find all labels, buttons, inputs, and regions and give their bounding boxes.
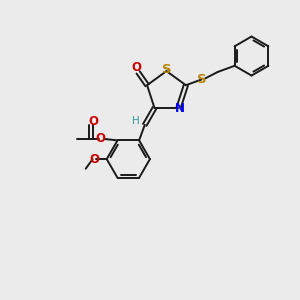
Text: S: S: [162, 63, 171, 76]
Text: H: H: [133, 116, 140, 126]
Text: O: O: [95, 132, 105, 146]
Text: O: O: [89, 115, 99, 128]
Text: O: O: [89, 153, 99, 166]
Text: N: N: [175, 102, 185, 116]
Text: S: S: [196, 73, 206, 86]
Text: O: O: [132, 61, 142, 74]
